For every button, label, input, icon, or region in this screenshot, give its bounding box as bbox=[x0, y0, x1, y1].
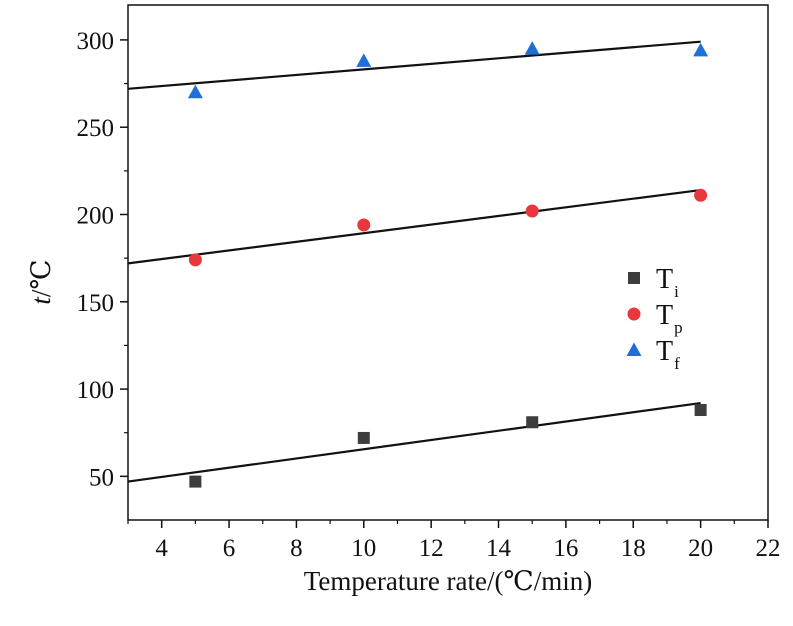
x-tick-label: 10 bbox=[351, 535, 376, 562]
y-tick-label: 200 bbox=[77, 202, 115, 229]
x-tick-label: 22 bbox=[756, 535, 781, 562]
legend-label-p: Tp bbox=[656, 300, 683, 337]
legend-marker-f bbox=[626, 342, 642, 356]
fit-line-t-f bbox=[127, 40, 701, 90]
y-tick-label: 150 bbox=[77, 290, 115, 317]
y-tick-label: 50 bbox=[89, 464, 114, 491]
x-axis-label: Temperature rate/(℃/min) bbox=[304, 566, 592, 596]
y-axis-label-italic: t bbox=[26, 296, 56, 305]
data-point-t-f bbox=[524, 41, 540, 55]
y-axis-label: t/℃ bbox=[26, 259, 56, 304]
data-point-t-i bbox=[694, 404, 707, 417]
data-point-t-i bbox=[526, 416, 539, 429]
legend-label-i: Ti bbox=[656, 264, 679, 301]
legend-marker-p bbox=[627, 307, 641, 321]
plot-frame bbox=[127, 4, 769, 521]
data-point-t-f bbox=[356, 53, 372, 67]
y-tick-label: 100 bbox=[77, 377, 115, 404]
x-tick-label: 18 bbox=[621, 535, 646, 562]
data-point-t-i bbox=[357, 431, 370, 444]
x-axis-ticks: 4 6 8 10 12 14 16 18 20 22 bbox=[127, 520, 781, 562]
x-tick-label: 14 bbox=[486, 535, 512, 562]
y-axis-label-unit: /℃ bbox=[26, 259, 56, 297]
data-points bbox=[187, 41, 709, 488]
data-point-t-i bbox=[189, 475, 202, 488]
fit-line-t-p bbox=[127, 188, 701, 265]
data-point-t-f bbox=[693, 42, 709, 57]
x-tick-label: 4 bbox=[155, 535, 168, 562]
data-point-t-f bbox=[187, 84, 203, 99]
x-tick-label: 16 bbox=[553, 535, 578, 562]
fit-line-t-i bbox=[127, 401, 701, 483]
data-point-t-p bbox=[188, 253, 202, 267]
x-tick-label: 8 bbox=[290, 535, 303, 562]
y-tick-label: 300 bbox=[77, 28, 115, 55]
x-tick-label: 12 bbox=[419, 535, 444, 562]
y-tick-label: 250 bbox=[77, 115, 115, 142]
legend-marker-i bbox=[628, 272, 640, 284]
data-point-t-p bbox=[357, 218, 371, 232]
data-point-t-p bbox=[525, 204, 539, 218]
fit-lines bbox=[127, 40, 701, 483]
y-axis-ticks: 50 100 150 200 250 300 bbox=[77, 28, 128, 491]
legend-label-f: Tf bbox=[656, 336, 680, 373]
x-tick-label: 20 bbox=[688, 535, 713, 562]
data-point-t-p bbox=[694, 188, 708, 202]
x-tick-label: 6 bbox=[223, 535, 236, 562]
